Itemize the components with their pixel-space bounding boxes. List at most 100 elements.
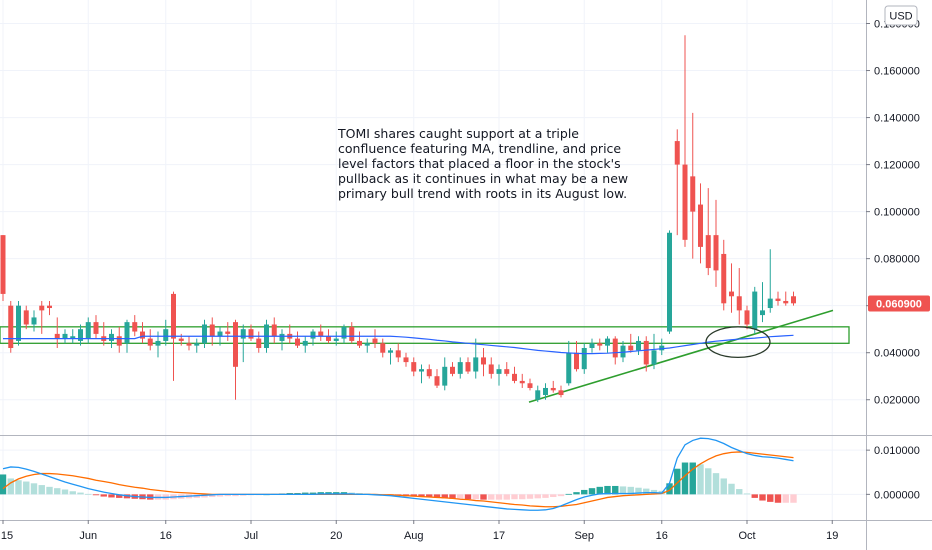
candle-body [93,322,99,334]
macd-histogram-bar [317,492,324,495]
candle-body [705,235,711,269]
candle [543,383,548,400]
candle-body [636,340,641,351]
candle-body [209,324,215,337]
macd-histogram-bar [604,485,611,495]
candle [388,348,393,365]
candle-body [295,338,300,346]
candle [364,338,370,353]
candle [705,188,711,276]
candle-body [124,322,130,344]
macd-histogram-bar [92,494,100,496]
time-axis[interactable]: 15 Jun 16 Jul 20 Aug 17 Sep 16 Oct 19 [1,520,839,542]
candle [54,317,60,348]
candle-body [488,364,494,374]
macd-pane[interactable] [0,437,797,511]
candle [248,324,254,341]
candle-body [310,331,316,339]
candle-body [341,326,347,339]
candle-body [54,333,60,339]
candle-body [62,333,68,339]
candle-body [465,362,471,372]
candle [775,291,781,306]
candle [667,230,672,334]
candle [767,249,773,313]
candle [395,343,401,363]
candle [426,364,432,379]
candle-body [186,343,192,346]
time-axis-label: Oct [738,530,755,542]
macd-histogram-bar [666,483,673,495]
candle [403,352,409,367]
candle-body [16,305,21,341]
candle [713,199,719,287]
candle [566,340,572,386]
macd-histogram-bar [627,486,634,495]
candle [698,183,703,264]
candle [744,305,750,330]
candle-body [535,390,541,400]
macd-axis[interactable]: 0.000000 0.010000 [866,445,920,501]
price-pane[interactable] [0,35,850,403]
macd-line [2,437,794,511]
candle [70,329,76,344]
candle-body [574,352,579,370]
macd-histogram-bar [774,494,782,503]
macd-histogram-bar [108,494,115,498]
macd-histogram-bar [340,492,348,495]
candle [93,315,99,339]
candle-body [442,366,448,386]
candle [380,338,386,358]
macd-histogram-bar [519,494,526,500]
candle-body [140,331,145,339]
candle-body [178,338,184,341]
macd-histogram-bar [565,493,572,495]
candle-body [620,345,626,358]
candle-body [736,296,742,311]
macd-histogram-bar [418,494,425,498]
price-axis[interactable]: 0.0200000.0400000.0600000.0800000.100000… [866,19,920,407]
candle-body [233,322,238,367]
candle [271,317,277,344]
candle [279,329,285,351]
price-axis-label: 0.160000 [874,66,920,78]
candle [760,282,765,323]
candle-body [70,336,76,339]
candle-body [271,324,277,337]
candle-body [225,331,231,334]
candle [225,322,231,341]
time-axis-label: 17 [493,530,505,542]
candle-body [147,338,153,346]
candle-body [674,141,680,165]
price-axis-label: 0.140000 [874,113,920,125]
candle-body [163,329,169,341]
candle [504,362,510,377]
currency-label: USD [889,11,912,23]
currency-badge[interactable]: USD [884,5,918,26]
candle-body [457,362,463,374]
candle [690,112,696,259]
candle [643,336,649,372]
currency-badge-frame [884,5,918,26]
candle [147,329,153,351]
macd-histogram-bar [619,486,627,495]
candle-body [318,331,324,337]
support-zone-rectangle [0,326,850,344]
annotation-line: primary bull trend with roots in its Aug… [338,186,627,201]
time-axis-label: 16 [656,530,668,542]
candle [419,364,424,384]
candle-body [473,357,479,372]
macd-histogram-bar [596,486,603,495]
macd-histogram-bar [294,493,301,495]
macd-histogram-bar [333,492,340,495]
macd-histogram-bar [69,491,76,495]
macd-histogram-bar [410,494,417,497]
macd-histogram-bar [712,473,720,495]
macd-histogram-bar [480,494,487,500]
candle-body [395,350,401,358]
macd-histogram-bar [573,492,580,495]
candle-body [767,298,773,309]
macd-histogram-bar [356,493,363,495]
candle-body [23,310,29,325]
